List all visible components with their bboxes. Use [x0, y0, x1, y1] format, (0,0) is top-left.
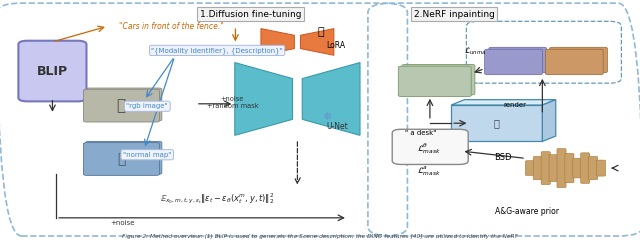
Text: 🗺: 🗺: [117, 152, 125, 166]
FancyBboxPatch shape: [573, 158, 582, 178]
Text: "normal map": "normal map": [123, 152, 172, 158]
Text: ❅: ❅: [322, 112, 332, 122]
Text: Figure 2: Method overview: (1) BLIP is used to generate the Scene description; t: Figure 2: Method overview: (1) BLIP is u…: [122, 234, 518, 239]
Text: $\mathcal{L}_{unma}$: $\mathcal{L}_{unma}$: [465, 46, 486, 57]
Text: "rgb image": "rgb image": [127, 103, 168, 109]
FancyBboxPatch shape: [83, 143, 159, 175]
Polygon shape: [302, 62, 360, 135]
FancyBboxPatch shape: [398, 66, 471, 97]
Text: +noise: +noise: [111, 220, 135, 226]
Polygon shape: [542, 100, 556, 142]
Text: 🔥: 🔥: [317, 27, 324, 37]
FancyBboxPatch shape: [596, 160, 605, 176]
FancyBboxPatch shape: [550, 47, 607, 73]
FancyBboxPatch shape: [19, 41, 86, 101]
Polygon shape: [451, 100, 556, 105]
Text: " a desk": " a desk": [405, 130, 436, 136]
FancyBboxPatch shape: [589, 156, 598, 180]
FancyBboxPatch shape: [580, 153, 590, 183]
Text: A&G-aware prior: A&G-aware prior: [495, 207, 559, 216]
Text: 📷: 📷: [494, 118, 500, 128]
FancyBboxPatch shape: [484, 49, 542, 75]
Text: +noise
+random mask: +noise +random mask: [207, 96, 258, 109]
Polygon shape: [261, 29, 294, 55]
Text: $\mathcal{L}^{a}_{mask}$: $\mathcal{L}^{a}_{mask}$: [417, 165, 440, 178]
Polygon shape: [451, 105, 542, 142]
FancyBboxPatch shape: [489, 47, 547, 73]
Text: "Cars in front of the fence.": "Cars in front of the fence.": [119, 22, 224, 31]
FancyBboxPatch shape: [565, 153, 574, 183]
FancyBboxPatch shape: [549, 155, 558, 182]
FancyBboxPatch shape: [557, 149, 566, 188]
Polygon shape: [300, 29, 334, 55]
Text: 🚗: 🚗: [116, 98, 125, 113]
FancyBboxPatch shape: [86, 142, 162, 174]
Text: LoRA: LoRA: [326, 41, 346, 50]
Text: 2.NeRF inpainting: 2.NeRF inpainting: [414, 10, 495, 19]
Text: BLIP: BLIP: [37, 65, 68, 78]
FancyBboxPatch shape: [541, 152, 550, 185]
Text: "{Modality Identifier}, {Description}": "{Modality Identifier}, {Description}": [151, 47, 283, 54]
FancyBboxPatch shape: [86, 88, 162, 121]
FancyBboxPatch shape: [83, 89, 159, 122]
FancyBboxPatch shape: [402, 64, 475, 95]
FancyBboxPatch shape: [392, 129, 468, 164]
FancyBboxPatch shape: [533, 156, 542, 180]
FancyBboxPatch shape: [545, 49, 603, 75]
Polygon shape: [235, 62, 292, 135]
Text: $\mathbb{E}_{x_0,m,t,y,\epsilon_t}\| \epsilon_t - \epsilon_\theta(x_t^m, y, t) \: $\mathbb{E}_{x_0,m,t,y,\epsilon_t}\| \ep…: [160, 191, 275, 206]
Text: $\mathcal{L}^{\theta}_{mask}$: $\mathcal{L}^{\theta}_{mask}$: [417, 141, 440, 156]
Text: render: render: [504, 102, 527, 108]
Text: BSD: BSD: [494, 153, 511, 162]
Text: 1.Diffusion fine-tuning: 1.Diffusion fine-tuning: [200, 10, 301, 19]
Text: U-Net: U-Net: [326, 122, 348, 131]
FancyBboxPatch shape: [525, 161, 534, 175]
